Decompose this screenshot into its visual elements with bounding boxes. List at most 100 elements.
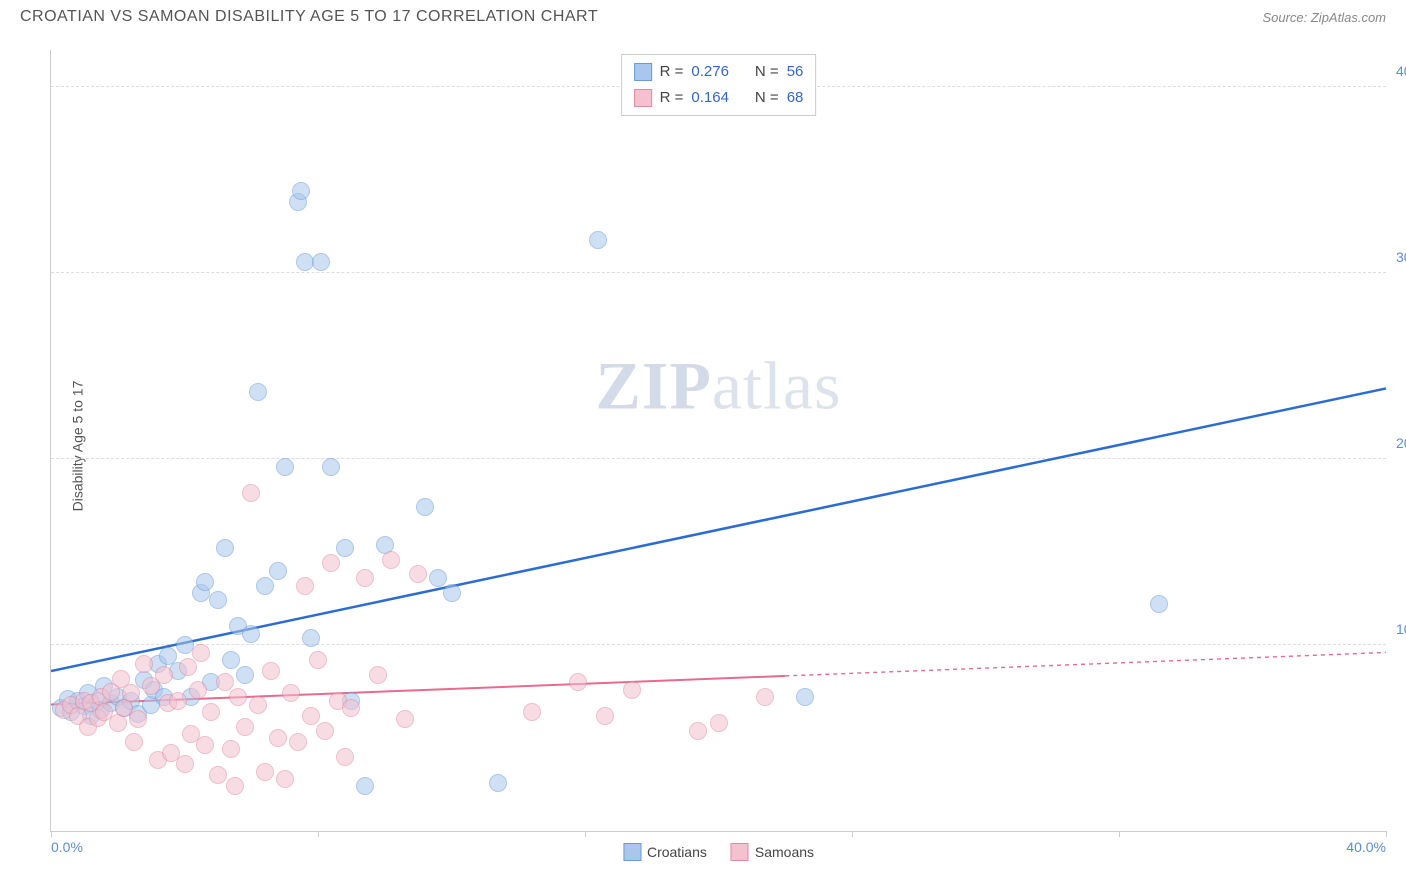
data-point bbox=[242, 625, 260, 643]
data-point bbox=[302, 707, 320, 725]
n-value: 68 bbox=[787, 85, 804, 111]
x-tick-max: 40.0% bbox=[1346, 839, 1386, 855]
legend-label: Samoans bbox=[755, 844, 814, 860]
data-point bbox=[222, 651, 240, 669]
data-point bbox=[596, 707, 614, 725]
y-tick-label: 20.0% bbox=[1388, 435, 1406, 451]
x-tickmark bbox=[51, 831, 52, 837]
data-point bbox=[249, 696, 267, 714]
chart-source: Source: ZipAtlas.com bbox=[1262, 10, 1386, 25]
data-point bbox=[276, 458, 294, 476]
data-point bbox=[292, 182, 310, 200]
legend-swatch bbox=[731, 843, 749, 861]
data-point bbox=[796, 688, 814, 706]
n-value: 56 bbox=[787, 59, 804, 85]
chart-header: CROATIAN VS SAMOAN DISABILITY AGE 5 TO 1… bbox=[0, 0, 1406, 38]
data-point bbox=[322, 458, 340, 476]
data-point bbox=[236, 718, 254, 736]
data-point bbox=[589, 231, 607, 249]
data-point bbox=[169, 692, 187, 710]
data-point bbox=[276, 770, 294, 788]
data-point bbox=[216, 539, 234, 557]
data-point bbox=[523, 703, 541, 721]
data-point bbox=[216, 673, 234, 691]
data-point bbox=[342, 699, 360, 717]
r-value: 0.164 bbox=[691, 85, 729, 111]
r-value: 0.276 bbox=[691, 59, 729, 85]
data-point bbox=[209, 766, 227, 784]
data-point bbox=[296, 253, 314, 271]
legend-item: Croatians bbox=[623, 843, 707, 861]
data-point bbox=[289, 733, 307, 751]
data-point bbox=[282, 684, 300, 702]
legend-swatch bbox=[634, 63, 652, 81]
data-point bbox=[236, 666, 254, 684]
data-point bbox=[249, 383, 267, 401]
data-point bbox=[569, 673, 587, 691]
data-point bbox=[129, 710, 147, 728]
legend-swatch bbox=[634, 89, 652, 107]
y-tick-label: 40.0% bbox=[1388, 63, 1406, 79]
legend-swatch bbox=[623, 843, 641, 861]
data-point bbox=[179, 658, 197, 676]
data-point bbox=[369, 666, 387, 684]
data-point bbox=[189, 681, 207, 699]
chart-plot-area: ZIPatlas 10.0%20.0%30.0%40.0% R =0.276N … bbox=[50, 50, 1386, 832]
data-point bbox=[756, 688, 774, 706]
legend-item: Samoans bbox=[731, 843, 814, 861]
x-tickmark bbox=[1119, 831, 1120, 837]
data-point bbox=[309, 651, 327, 669]
data-point bbox=[262, 662, 280, 680]
x-tickmark bbox=[1386, 831, 1387, 837]
data-point bbox=[135, 655, 153, 673]
data-point bbox=[336, 748, 354, 766]
data-point bbox=[623, 681, 641, 699]
legend-label: Croatians bbox=[647, 844, 707, 860]
data-point bbox=[202, 703, 220, 721]
data-point bbox=[229, 688, 247, 706]
data-point bbox=[176, 755, 194, 773]
x-tickmark bbox=[585, 831, 586, 837]
data-point bbox=[710, 714, 728, 732]
data-point bbox=[269, 729, 287, 747]
n-label: N = bbox=[755, 85, 779, 111]
data-point bbox=[242, 484, 260, 502]
data-point bbox=[416, 498, 434, 516]
data-point bbox=[429, 569, 447, 587]
data-point bbox=[256, 577, 274, 595]
series-legend: Croatians Samoans bbox=[623, 843, 814, 861]
data-point bbox=[222, 740, 240, 758]
stats-legend-row: R =0.276N =56 bbox=[634, 59, 804, 85]
data-point bbox=[443, 584, 461, 602]
data-point bbox=[396, 710, 414, 728]
data-point bbox=[409, 565, 427, 583]
data-point bbox=[209, 591, 227, 609]
data-point bbox=[336, 539, 354, 557]
data-point bbox=[689, 722, 707, 740]
x-tickmark bbox=[318, 831, 319, 837]
data-point bbox=[192, 644, 210, 662]
data-point bbox=[125, 733, 143, 751]
data-point bbox=[122, 684, 140, 702]
data-point bbox=[302, 629, 320, 647]
data-point bbox=[196, 573, 214, 591]
r-label: R = bbox=[660, 59, 684, 85]
data-point bbox=[176, 636, 194, 654]
stats-legend-row: R = 0.164 N = 68 bbox=[634, 85, 804, 111]
data-point bbox=[269, 562, 287, 580]
data-point bbox=[1150, 595, 1168, 613]
stats-legend: R = 0.276 N = 56R = 0.164 N = 68 bbox=[621, 54, 817, 116]
x-tickmark bbox=[852, 831, 853, 837]
data-point bbox=[489, 774, 507, 792]
y-tick-label: 30.0% bbox=[1388, 249, 1406, 265]
data-point bbox=[296, 577, 314, 595]
x-tick-min: 0.0% bbox=[51, 839, 83, 855]
data-point bbox=[226, 777, 244, 795]
data-point bbox=[312, 253, 330, 271]
data-point bbox=[382, 551, 400, 569]
y-tick-label: 10.0% bbox=[1388, 621, 1406, 637]
r-label: R = bbox=[660, 85, 684, 111]
chart-title: CROATIAN VS SAMOAN DISABILITY AGE 5 TO 1… bbox=[20, 8, 598, 26]
data-point bbox=[256, 763, 274, 781]
data-point bbox=[356, 777, 374, 795]
